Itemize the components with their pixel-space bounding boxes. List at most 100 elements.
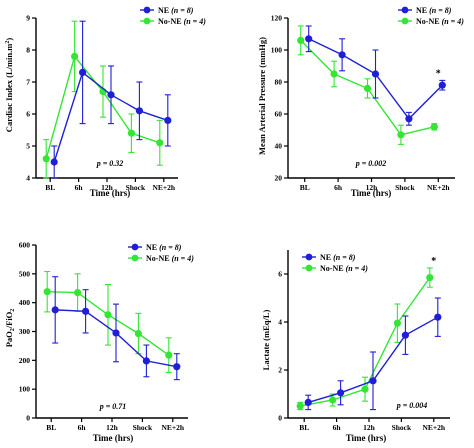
- y-tick-label: 8: [26, 46, 30, 55]
- legend-swatch-marker: [143, 6, 151, 14]
- y-tick-label: 6: [278, 270, 282, 279]
- data-point: [426, 274, 434, 282]
- x-tick-label: 12h: [106, 423, 119, 432]
- p-value-label: p = 0.004: [396, 401, 428, 410]
- x-axis-label: Time (hrs): [90, 188, 131, 198]
- data-point: [173, 363, 181, 371]
- legend-label: NE (n = 8): [416, 6, 452, 15]
- significance-asterisk: *: [431, 256, 436, 267]
- x-axis-label: Time (hrs): [346, 433, 387, 443]
- y-tick-label: 120: [271, 14, 283, 23]
- data-point: [371, 70, 380, 78]
- data-point: [50, 158, 58, 166]
- x-tick-label: Shock: [133, 423, 153, 432]
- y-tick-label: 9: [26, 14, 30, 23]
- data-point: [51, 306, 59, 314]
- data-point: [156, 139, 164, 147]
- x-tick-label: NE+2h: [161, 423, 184, 432]
- x-tick-label: 6h: [333, 423, 342, 432]
- data-point: [134, 329, 142, 338]
- legend: NE (n = 8) No-NE (n = 4): [398, 6, 464, 26]
- y-tick-label: 500: [19, 269, 31, 278]
- x-tick-label: 12h: [363, 423, 376, 432]
- legend-label: No-NE (n = 4): [158, 17, 206, 26]
- x-tick-label: 6h: [78, 423, 87, 432]
- x-tick-label: 6h: [334, 183, 343, 192]
- y-tick-label: 7: [26, 78, 30, 87]
- data-point: [329, 396, 337, 404]
- legend: NE (n = 8) No-NE (n = 4): [140, 6, 206, 26]
- x-tick-label: 6h: [75, 183, 84, 192]
- legend-label: NE (n = 8): [146, 243, 182, 252]
- y-tick-label: 80: [275, 78, 283, 87]
- legend-label: NE (n = 8): [320, 253, 356, 262]
- y-tick-label: 0: [278, 414, 282, 423]
- y-axis-label-map: Mean Arterial Pressure (mmHg): [257, 37, 267, 155]
- data-point: [330, 70, 338, 78]
- data-point: [79, 68, 87, 76]
- y-tick-label: 2: [278, 366, 282, 375]
- legend-swatch-marker: [131, 254, 139, 262]
- legend: NE (n = 8) No-NE (n = 4): [302, 253, 368, 273]
- x-tick-label: NE+2h: [427, 183, 450, 192]
- data-point: [401, 331, 409, 339]
- data-point: [296, 402, 304, 410]
- y-axis-label-lactate: Lactate (mEq/L): [261, 309, 271, 370]
- y-tick-label: 60: [275, 110, 283, 119]
- legend-label: NE (n = 8): [158, 6, 194, 15]
- x-tick-label: BL: [46, 423, 56, 432]
- x-axis-label: Time (hrs): [351, 188, 392, 198]
- x-axis-label: Time (hrs): [93, 433, 134, 443]
- data-point: [135, 107, 143, 115]
- x-tick-label: BL: [45, 183, 55, 192]
- data-point: [397, 131, 405, 139]
- p-value-label: p = 0.32: [96, 159, 124, 168]
- x-tick-label: NE+2h: [422, 423, 445, 432]
- chart-panel-lactate: Lactate (mEq/L) Time (hrs) p = 0.004 0 2 4…: [261, 250, 450, 443]
- data-point: [71, 52, 79, 61]
- x-tick-label: BL: [299, 423, 309, 432]
- legend-swatch-marker: [305, 253, 313, 261]
- y-tick-label: 5: [26, 142, 30, 151]
- p-value-label: p = 0.71: [99, 402, 127, 411]
- y-tick-label: 600: [19, 241, 31, 250]
- x-tick-label: 12h: [366, 183, 379, 192]
- x-tick-label: BL: [300, 183, 310, 192]
- data-point: [104, 311, 112, 319]
- legend-swatch-marker: [305, 264, 313, 272]
- significance-asterisk: *: [436, 68, 441, 79]
- x-tick-label: NE+2h: [152, 183, 175, 192]
- legend-swatch-marker: [401, 17, 409, 25]
- data-point: [304, 398, 312, 406]
- legend-swatch-marker: [401, 6, 409, 14]
- x-tick-label: Shock: [395, 183, 415, 192]
- data-point: [361, 385, 369, 393]
- data-point: [393, 319, 401, 327]
- y-tick-label: 0: [26, 414, 30, 423]
- data-point: [82, 307, 90, 315]
- legend-swatch-marker: [143, 17, 151, 25]
- y-tick-label: 40: [275, 142, 283, 151]
- y-tick-label: 6: [26, 110, 30, 119]
- y-axis-label-pao2-fio2: PaO2/FiO2: [4, 309, 16, 348]
- y-tick-label: 100: [271, 46, 283, 55]
- chart-panel-mean-arterial-pressure: Mean Arterial Pressure (mmHg) Time (hrs)…: [257, 6, 464, 198]
- x-tick-label: 12h: [101, 183, 114, 192]
- data-point: [164, 116, 172, 124]
- data-point: [438, 81, 446, 89]
- data-point: [112, 329, 120, 337]
- x-tick-label: Shock: [392, 423, 412, 432]
- chart-panel-cardiac-index: Cardiac Index (L/min.m2) Time (hrs) p = …: [4, 6, 206, 198]
- y-tick-label: 4: [26, 174, 30, 183]
- legend-label: No-NE (n = 4): [146, 254, 194, 263]
- legend: NE (n = 8) No-NE (n = 4): [128, 243, 194, 263]
- x-tick-label: Shock: [126, 183, 146, 192]
- data-point: [297, 36, 305, 45]
- legend-label: No-NE (n = 4): [416, 17, 464, 26]
- p-value-label: p = 0.002: [355, 159, 387, 168]
- y-tick-label: 4: [278, 318, 282, 327]
- data-point: [42, 155, 50, 163]
- y-axis-label-cardiac-index: Cardiac Index (L/min.m2): [4, 38, 14, 133]
- data-point: [165, 351, 173, 359]
